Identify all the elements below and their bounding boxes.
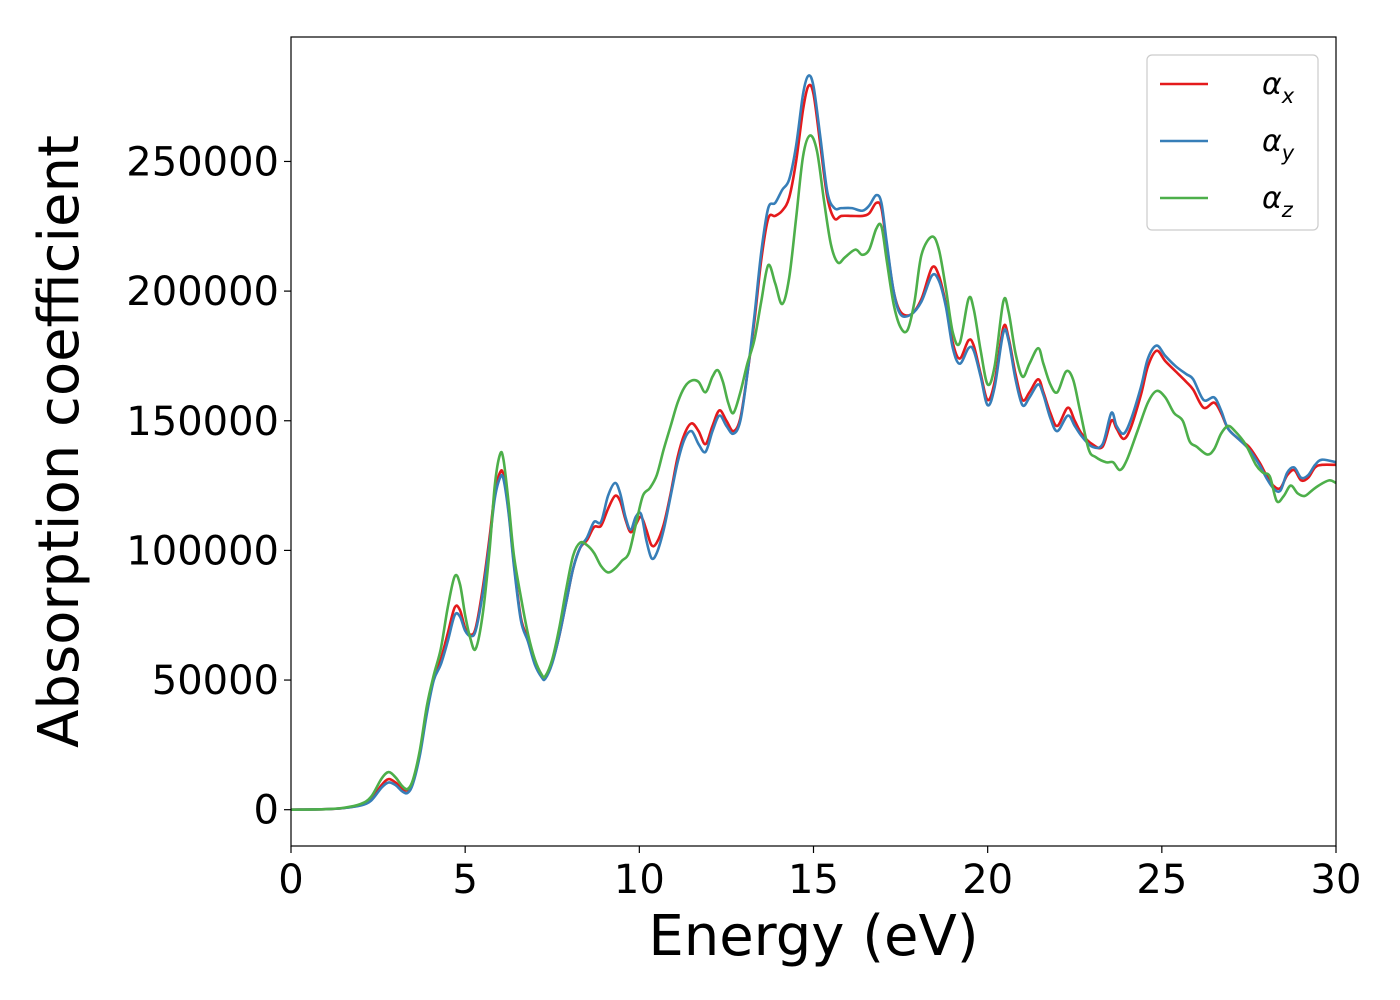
y-axis-label: Absorption coefficient (27, 135, 92, 748)
series-layer (291, 74, 1336, 811)
x-tick-label: 5 (452, 857, 477, 903)
y-tick-label: 250000 (126, 139, 279, 185)
series-line-z (291, 134, 1336, 811)
x-tick-label: 10 (614, 857, 665, 903)
y-axis-ticks: 0 50000 100000 150000 200000 250000 (126, 139, 291, 834)
x-tick-label: 30 (1311, 857, 1362, 903)
y-tick-label: 150000 (126, 399, 279, 445)
y-tick-label: 200000 (126, 269, 279, 315)
series-line-y (291, 74, 1336, 811)
legend-box (1146, 54, 1319, 231)
x-axis-ticks: 0 5 10 15 20 25 30 (278, 846, 1361, 903)
x-tick-label: 20 (962, 857, 1013, 903)
y-tick-label: 50000 (152, 658, 279, 704)
x-axis-label: Energy (eV) (648, 904, 978, 969)
x-tick-label: 15 (788, 857, 839, 903)
x-tick-label: 0 (278, 857, 303, 903)
y-tick-label: 0 (254, 788, 279, 834)
x-tick-label: 25 (1136, 857, 1187, 903)
y-tick-label: 100000 (126, 528, 279, 574)
